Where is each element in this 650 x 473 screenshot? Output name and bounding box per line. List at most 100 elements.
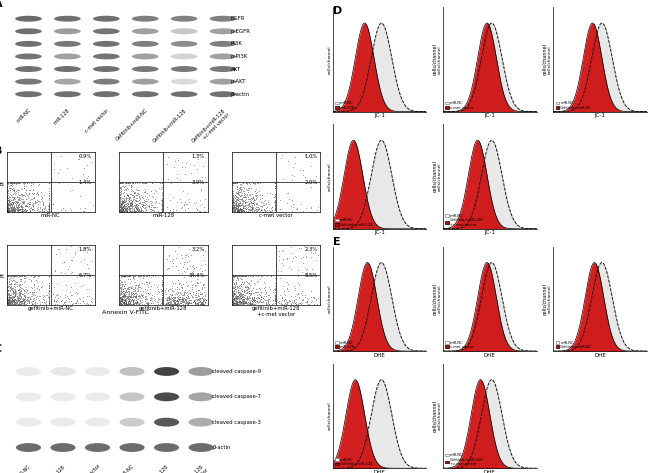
- Point: [137, 208, 148, 215]
- Point: [61, 286, 72, 294]
- Point: [140, 185, 150, 193]
- Point: [15, 208, 25, 215]
- Point: [242, 208, 253, 216]
- Point: [172, 174, 183, 182]
- Point: [306, 293, 316, 301]
- Point: [193, 292, 203, 299]
- Point: [190, 282, 201, 289]
- Point: [16, 278, 26, 285]
- Point: [2, 203, 12, 211]
- Point: [235, 300, 245, 308]
- Point: [166, 300, 177, 307]
- Point: [121, 297, 131, 304]
- Point: [157, 276, 167, 284]
- Point: [233, 298, 244, 306]
- Point: [121, 298, 131, 306]
- Point: [120, 205, 131, 212]
- Point: [31, 292, 42, 300]
- Point: [13, 180, 23, 187]
- Point: [8, 203, 19, 210]
- Point: [116, 201, 127, 209]
- Point: [17, 192, 27, 199]
- Point: [229, 207, 239, 214]
- Point: [129, 180, 140, 187]
- Point: [237, 294, 247, 301]
- Point: [79, 164, 89, 171]
- Point: [14, 281, 25, 289]
- Point: [131, 194, 141, 202]
- Point: [231, 298, 242, 306]
- Point: [10, 298, 21, 306]
- Point: [1, 193, 12, 201]
- Point: [124, 300, 134, 307]
- Point: [32, 198, 43, 205]
- Point: [82, 174, 92, 182]
- Point: [37, 208, 47, 215]
- Point: [21, 202, 32, 210]
- Point: [163, 295, 174, 302]
- Point: [130, 293, 140, 301]
- Point: [141, 208, 151, 216]
- Point: [118, 192, 129, 200]
- Point: [279, 287, 289, 294]
- Point: [15, 180, 25, 187]
- Point: [39, 207, 49, 215]
- Point: [129, 295, 139, 303]
- Point: [127, 204, 137, 211]
- Point: [120, 185, 131, 193]
- Point: [150, 296, 160, 304]
- Point: [228, 207, 239, 215]
- Point: [269, 287, 280, 294]
- Point: [240, 298, 251, 305]
- Point: [250, 180, 260, 188]
- Point: [239, 282, 250, 290]
- Point: [228, 197, 239, 204]
- Legend: miR-NC, Gefitinib+miR-128: miR-NC, Gefitinib+miR-128: [335, 457, 374, 466]
- Point: [306, 204, 317, 211]
- Y-axis label: PI: PI: [0, 272, 5, 277]
- Point: [3, 299, 14, 307]
- Ellipse shape: [54, 91, 81, 97]
- Point: [237, 278, 248, 285]
- Point: [238, 293, 248, 301]
- Point: [276, 295, 287, 302]
- Point: [28, 300, 38, 308]
- Point: [125, 283, 135, 290]
- Point: [120, 206, 131, 214]
- Point: [227, 300, 237, 307]
- Point: [29, 296, 40, 304]
- Point: [119, 201, 129, 209]
- Point: [269, 197, 280, 205]
- Y-axis label: cells/channel: cells/channel: [437, 285, 442, 313]
- Y-axis label: cells/channel: cells/channel: [328, 285, 332, 313]
- Point: [156, 296, 166, 303]
- Point: [240, 204, 250, 212]
- Point: [114, 208, 125, 216]
- Point: [8, 206, 19, 214]
- Point: [116, 204, 126, 212]
- Point: [38, 200, 49, 208]
- Point: [119, 272, 129, 280]
- Point: [278, 261, 288, 269]
- Point: [114, 284, 125, 292]
- Point: [48, 290, 58, 298]
- Point: [6, 301, 16, 308]
- Point: [231, 296, 242, 303]
- Point: [136, 193, 147, 201]
- Point: [265, 298, 275, 305]
- Point: [118, 206, 128, 214]
- Point: [229, 203, 239, 210]
- Point: [20, 294, 31, 301]
- Point: [235, 289, 246, 297]
- Point: [116, 298, 127, 306]
- Point: [239, 197, 249, 204]
- Point: [247, 295, 257, 302]
- Point: [117, 194, 127, 202]
- Point: [183, 252, 193, 260]
- Point: [179, 300, 190, 308]
- Point: [12, 200, 22, 207]
- Point: [2, 272, 12, 280]
- Point: [117, 294, 127, 302]
- Point: [165, 293, 176, 301]
- Point: [124, 298, 134, 305]
